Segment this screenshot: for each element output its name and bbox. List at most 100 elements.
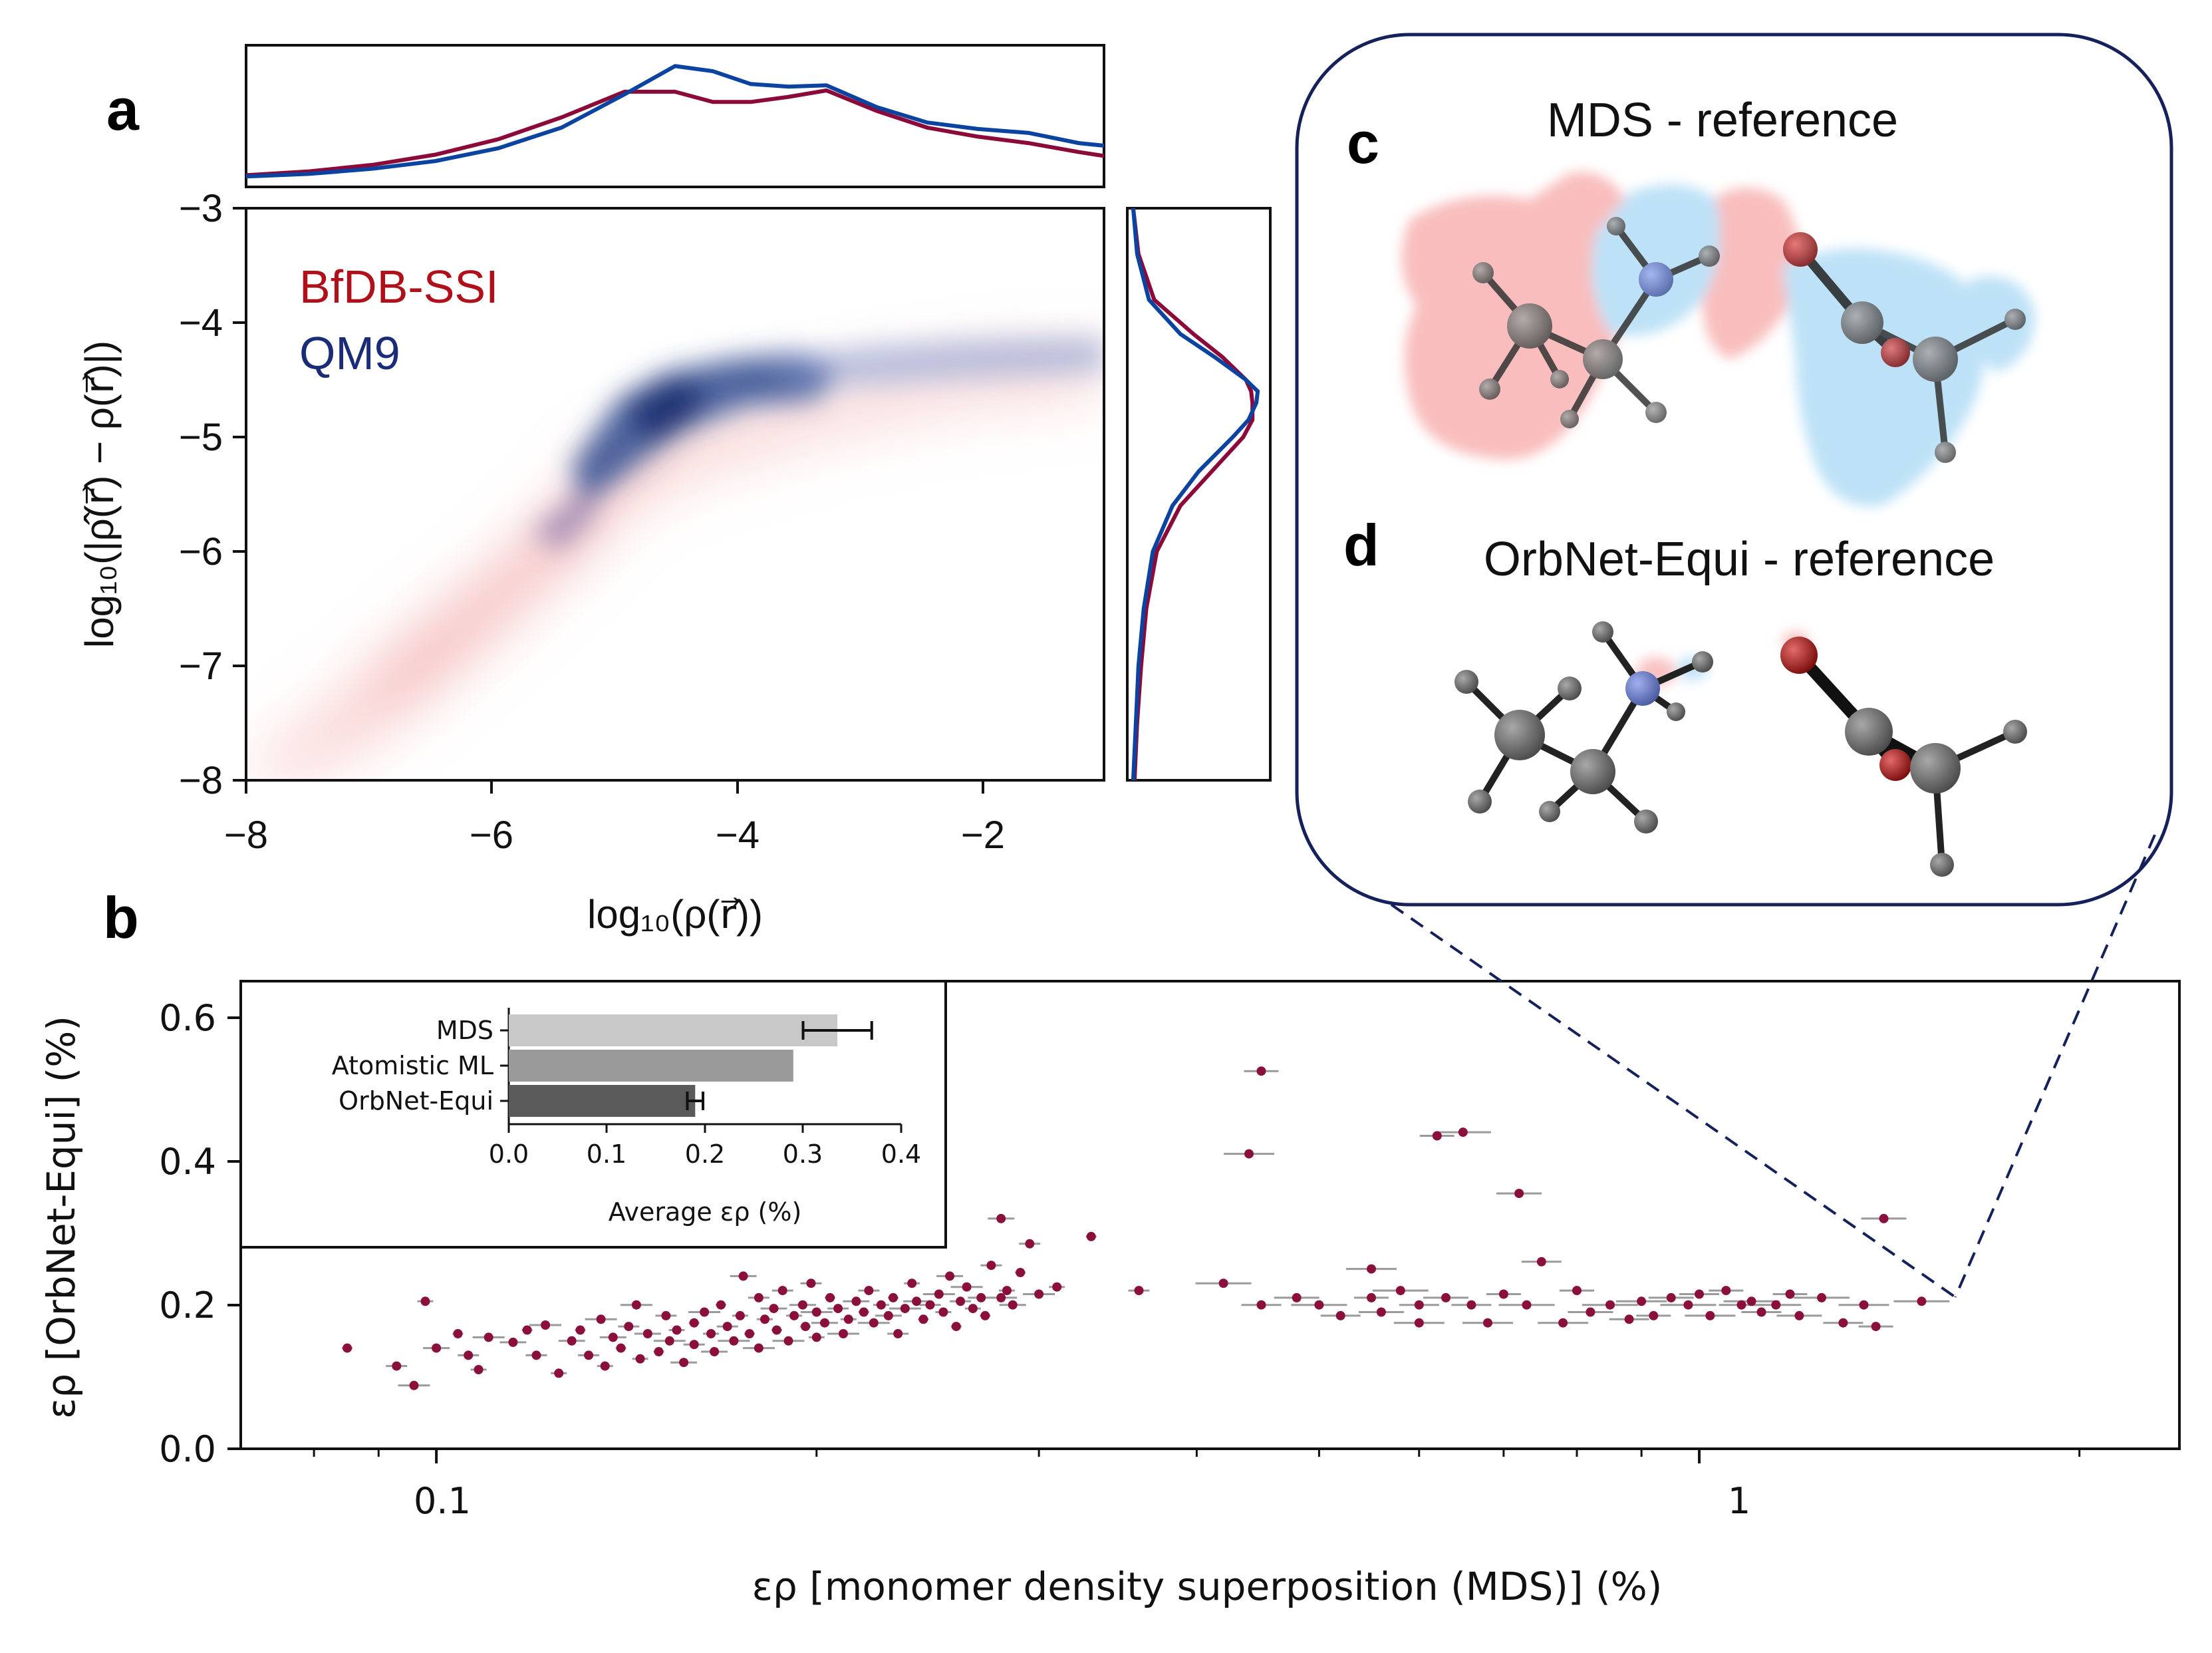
scatter-point: [608, 1332, 618, 1342]
scatter-point: [1624, 1314, 1634, 1324]
scatter-point: [1838, 1318, 1848, 1328]
scatter-point: [1794, 1310, 1804, 1320]
molecule-callout-box: [1295, 33, 2173, 907]
scatter-point: [409, 1380, 419, 1390]
b-xtick-1: 1: [1728, 1480, 1750, 1522]
scatter-point: [900, 1304, 910, 1314]
b-y-axis-label: ερ [OrbNet-Equi] (%): [39, 1016, 84, 1419]
a-ytick-2: −5: [179, 416, 223, 459]
scatter-point: [1498, 1289, 1508, 1299]
scatter-plot: [239, 980, 2181, 1450]
scatter-point: [859, 1307, 869, 1317]
scatter-point: [1367, 1264, 1376, 1274]
scatter-point: [951, 1322, 961, 1332]
scatter-point: [968, 1304, 978, 1314]
scatter-point: [1695, 1289, 1704, 1299]
scatter-point: [783, 1336, 793, 1346]
inset-bar-mds: [509, 1014, 838, 1046]
right-marginal-bfdb-line: [1131, 208, 1255, 781]
a-x-axis-label: log₁₀(ρ(r⃗)): [587, 892, 763, 937]
right-marginal-qm9-line: [1131, 208, 1260, 781]
scatter-point: [631, 1300, 641, 1310]
scatter-point: [907, 1278, 917, 1288]
scatter-point: [1256, 1066, 1266, 1076]
scatter-point: [876, 1300, 886, 1310]
b-x-axis-label: ερ [monomer density superposition (MDS)]…: [752, 1564, 1663, 1609]
scatter-point: [689, 1318, 699, 1328]
scatter-point: [833, 1304, 843, 1314]
scatter-point: [1466, 1300, 1476, 1310]
scatter-point: [616, 1343, 626, 1353]
scatter-point: [760, 1314, 769, 1324]
scatter-point: [1414, 1318, 1424, 1328]
scatter-point: [797, 1300, 807, 1310]
scatter-point: [484, 1332, 493, 1342]
scatter-point: [1514, 1189, 1524, 1199]
scatter-point: [710, 1347, 720, 1356]
scatter-point: [420, 1296, 430, 1306]
qm9-density-cloud: [532, 336, 1104, 552]
scatter-point: [934, 1289, 944, 1299]
inset-category-1: Atomistic ML: [332, 1051, 493, 1080]
scatter-point: [664, 1336, 674, 1346]
scatter-point: [956, 1296, 966, 1306]
scatter-point: [575, 1325, 585, 1335]
scatter-point: [1736, 1300, 1746, 1310]
scatter-point: [600, 1361, 610, 1371]
b-xtick-0: 0.1: [414, 1480, 471, 1522]
inset-xtick-0: 0.0: [489, 1139, 529, 1169]
scatter-point: [1572, 1286, 1582, 1296]
scatter-point: [843, 1314, 853, 1324]
inset-xtick-2: 0.2: [685, 1139, 725, 1169]
mds-molecule: [1472, 217, 2026, 463]
scatter-point: [1395, 1286, 1405, 1296]
scatter-point: [554, 1368, 564, 1378]
scatter-point: [1683, 1300, 1693, 1310]
scatter-point: [596, 1314, 606, 1324]
scatter-point: [1637, 1296, 1647, 1306]
inset-xtick-1: 0.1: [587, 1139, 626, 1169]
scatter-point: [1052, 1282, 1062, 1292]
panel-b-y-axis: 0.0 0.2 0.4 0.6 ερ [OrbNet-Equi] (%): [39, 997, 241, 1470]
panel-label-d: d: [1343, 512, 1379, 578]
scatter-point: [1016, 1268, 1026, 1277]
positive-density-lobe: [1703, 188, 1800, 359]
scatter-point: [811, 1307, 821, 1317]
scatter-point: [811, 1332, 821, 1342]
top-marginal-plot: [245, 44, 1105, 188]
scatter-point: [706, 1329, 716, 1338]
scatter-point: [806, 1278, 816, 1288]
scatter-point: [689, 1340, 699, 1350]
a-y-axis-label: log₁₀(|ρ̂(r⃗) − ρ(r⃗)|): [77, 341, 122, 648]
scatter-point: [1002, 1286, 1012, 1296]
a-xtick-0: −8: [224, 814, 268, 857]
scatter-point: [851, 1296, 861, 1306]
scatter-point: [716, 1300, 726, 1310]
scatter-point: [642, 1329, 652, 1338]
panel-label-c: c: [1347, 110, 1379, 176]
scatter-point: [679, 1358, 689, 1368]
b-ytick-3: 0.6: [159, 997, 216, 1039]
scatter-point: [1666, 1292, 1676, 1302]
scatter-point: [1558, 1318, 1568, 1328]
panel-b-x-axis: 0.1 1 ερ [monomer density superposition …: [313, 1449, 2081, 1609]
scatter-point: [945, 1271, 955, 1281]
scatter-point: [754, 1292, 763, 1302]
scatter-point: [1086, 1231, 1096, 1241]
scatter-point: [1721, 1286, 1731, 1296]
scatter-point: [839, 1329, 848, 1338]
scatter-point: [893, 1329, 903, 1338]
scatter-point: [1367, 1292, 1376, 1302]
scatter-point: [925, 1300, 935, 1310]
scatter-point: [754, 1343, 763, 1353]
panel-a-x-axis: −8 −6 −4 −2 log₁₀(ρ(r⃗)): [224, 780, 1005, 937]
scatter-point: [735, 1310, 745, 1320]
b-ytick-0: 0.0: [159, 1428, 216, 1470]
scatter-point: [1785, 1289, 1795, 1299]
scatter-point: [1244, 1149, 1254, 1159]
scatter-point: [1458, 1127, 1468, 1137]
scatter-point: [918, 1314, 928, 1324]
callout-dashed-line-left: [1390, 903, 1957, 1298]
scatter-point: [1756, 1307, 1766, 1317]
scatter-point: [769, 1304, 779, 1314]
